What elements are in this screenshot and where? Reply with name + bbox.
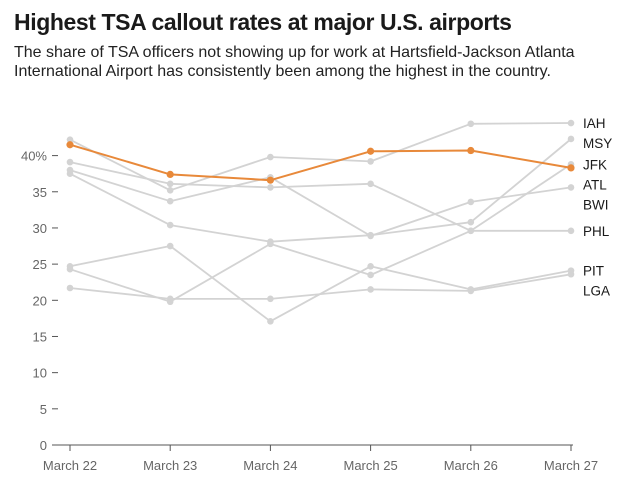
- data-point-iah: [166, 187, 174, 194]
- data-point-msy: [567, 135, 575, 143]
- end-label-lga: LGA: [583, 284, 610, 299]
- data-point-atl: [367, 147, 375, 155]
- y-tick-label: 35: [33, 185, 47, 200]
- data-point-jfk: [367, 180, 374, 188]
- x-tick-label: March 23: [143, 458, 197, 473]
- series-line-iah: [69, 122, 572, 192]
- y-tick-label: 15: [33, 329, 47, 344]
- data-point-phl: [567, 227, 575, 235]
- chart-title: Highest TSA callout rates at major U.S. …: [14, 9, 512, 35]
- data-point-iah: [367, 158, 374, 165]
- x-tick-label: March 27: [544, 458, 598, 473]
- data-point-lga: [66, 284, 74, 292]
- chart-end-labels: IAH MSY JFK ATL BWI PHL PIT LGA: [583, 116, 612, 299]
- data-point-atl: [467, 146, 475, 155]
- series-line-atl: [69, 143, 572, 182]
- end-label-msy: MSY: [583, 136, 612, 151]
- end-label-atl: ATL: [583, 177, 607, 192]
- series-line-msy: [69, 138, 572, 243]
- data-point-phl: [467, 227, 475, 235]
- series-line-lga: [69, 273, 572, 300]
- series-line-bwi: [69, 169, 572, 237]
- series-line-pit: [69, 245, 572, 323]
- end-label-iah: IAH: [583, 116, 606, 131]
- y-tick-label: 10: [33, 366, 47, 381]
- end-label-jfk: JFK: [583, 157, 607, 172]
- y-tick-label: 25: [33, 257, 47, 272]
- data-point-bwi: [467, 198, 475, 206]
- end-label-bwi: BWI: [583, 197, 609, 212]
- data-point-pit: [267, 317, 274, 325]
- data-point-iah: [267, 153, 274, 161]
- series-line-jfk: [69, 161, 572, 232]
- data-point-atl: [567, 164, 575, 172]
- y-tick-label: 0: [40, 438, 47, 453]
- y-tick-label: 30: [33, 221, 47, 236]
- chart-axes: March 22 March 23 March 24 March 25 March 26…: [21, 149, 598, 473]
- data-point-bwi: [567, 184, 575, 191]
- data-point-atl: [66, 141, 74, 149]
- end-label-pit: PIT: [583, 264, 604, 279]
- data-point-pit: [66, 262, 74, 270]
- data-point-jfk: [267, 184, 274, 191]
- data-point-jfk: [166, 180, 174, 188]
- data-point-atl: [166, 170, 174, 179]
- y-tick-label: 20: [33, 293, 47, 308]
- x-tick-label: March 26: [444, 458, 498, 473]
- data-point-lga: [166, 295, 174, 303]
- end-label-phl: PHL: [583, 224, 610, 239]
- data-point-pit: [166, 242, 174, 250]
- data-point-jfk: [66, 158, 74, 166]
- x-tick-label: March 22: [43, 458, 97, 473]
- x-tick-label: March 24: [243, 458, 297, 473]
- data-point-lga: [567, 270, 575, 278]
- chart-series-lines: [69, 122, 572, 323]
- data-point-phl: [267, 240, 274, 248]
- data-point-iah: [567, 119, 575, 127]
- data-point-lga: [267, 295, 274, 303]
- y-tick-label: 5: [40, 402, 47, 417]
- data-point-phl: [367, 271, 374, 279]
- data-point-bwi: [166, 197, 174, 205]
- chart-points: [66, 119, 575, 325]
- data-point-lga: [467, 287, 475, 295]
- data-point-bwi: [367, 232, 374, 240]
- data-point-iah: [467, 120, 475, 128]
- data-point-msy: [166, 221, 174, 229]
- data-point-bwi: [66, 166, 74, 174]
- series-line-phl: [69, 229, 571, 303]
- data-point-iah: [66, 136, 74, 143]
- data-point-pit: [367, 262, 374, 270]
- chart-subtitle: The share of TSA officers not showing up…: [14, 44, 575, 80]
- y-tick-label: 40%: [21, 149, 47, 164]
- data-point-msy: [467, 218, 475, 226]
- x-tick-label: March 25: [343, 458, 397, 473]
- data-point-atl: [266, 176, 274, 184]
- data-point-lga: [367, 286, 374, 293]
